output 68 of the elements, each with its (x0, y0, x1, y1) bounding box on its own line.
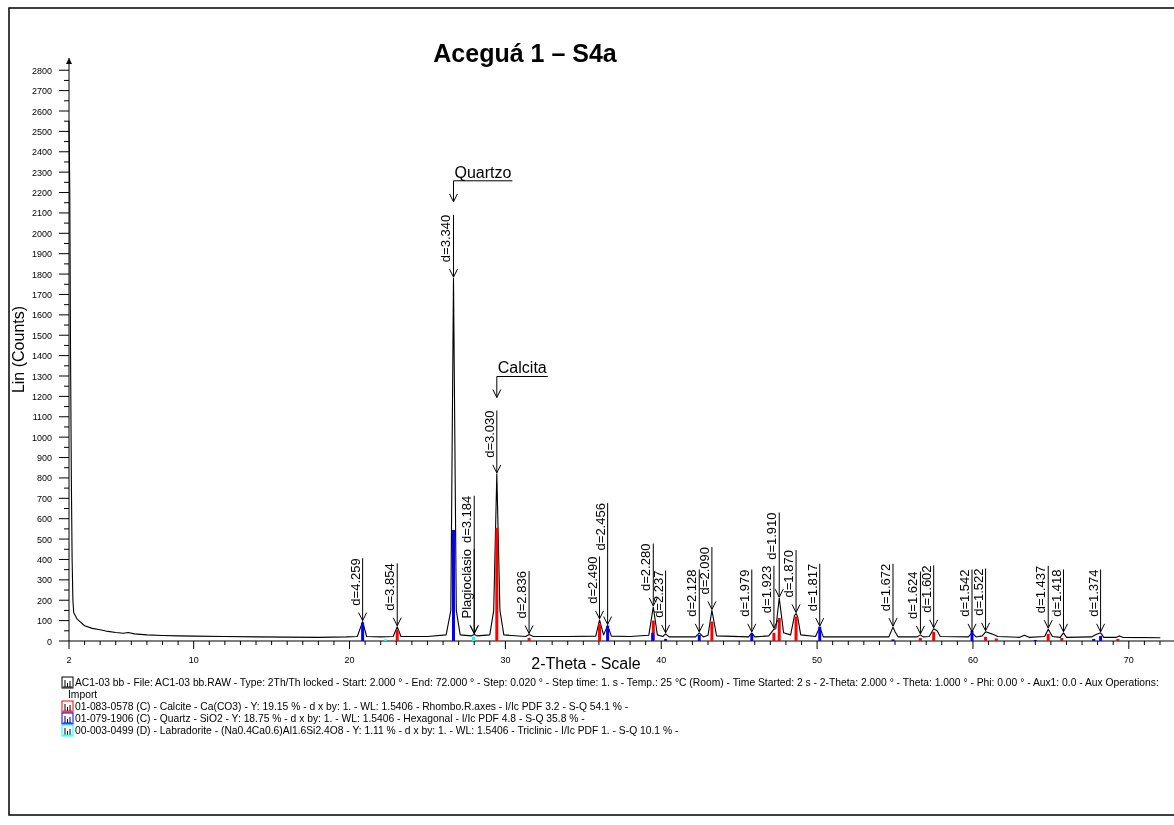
y-tick-label: 1000 (31, 432, 52, 443)
annotation: d=1.910 (764, 512, 780, 560)
annotation: d=2.490 (584, 556, 600, 604)
annotation: d=4.259 (347, 558, 363, 606)
y-tick-label: 1300 (31, 371, 52, 382)
x-axis-title: 2-Theta - Scale (531, 655, 641, 672)
y-tick-label: 300 (36, 575, 52, 586)
chart-title: Aceguá 1 – S4a (433, 39, 618, 67)
annotation: d=1.437 (1033, 565, 1049, 614)
y-tick-label: 1100 (32, 412, 52, 423)
legend-label: 01-079-1906 (C) - Quartz - SiO2 - Y: 18.75 % - d x by: 1. - WL: 1.5406 - Hexagonal - I/Ic PDF 4.8 - S-Q 35.8 % - (75, 713, 585, 724)
annotation: d=1.624 (905, 571, 921, 619)
y-tick-label: 2400 (31, 147, 52, 158)
y-tick-label: 1500 (31, 330, 52, 341)
y-tick-label: 2600 (31, 106, 52, 117)
y-tick-label: 2300 (31, 167, 52, 178)
y-tick-label: 100 (36, 616, 52, 627)
annotation: d=3.184 (459, 495, 475, 544)
y-tick-label: 1600 (31, 310, 52, 321)
y-tick-label: 1200 (31, 391, 52, 402)
y-tick-label: 1700 (31, 289, 52, 300)
x-tick-label: 60 (967, 655, 978, 665)
x-tick-label: 40 (656, 655, 667, 665)
y-tick-label: 900 (36, 453, 52, 464)
annotation: d=3.340 (438, 214, 454, 263)
legend-label: AC1-03 bb - File: AC1-03 bb.RAW - Type: 2Th/Th locked - Start: 2.000 ° - End: 72.000 ° - Step: 0.020 ° - Step time: 1. s - Temp.: 25 °C (Room) - Time Started: 2 s - 2-Theta: 2.000 ° - Theta: 1.000 ° - Phi: 0.00 ° - Aux1: 0.0 - Aux Operations: Import (68, 677, 1159, 700)
x-tick-label: 30 (500, 655, 511, 665)
annotation: d=2.836 (514, 571, 530, 619)
annotation: d=3.854 (382, 563, 398, 611)
y-tick-label: 2700 (31, 86, 52, 97)
y-tick-label: 2800 (31, 65, 52, 76)
y-axis-title: Lin (Counts) (10, 305, 27, 394)
x-tick-label: 2 (66, 655, 72, 665)
annotation: d=1.522 (970, 568, 986, 616)
annotation: d=2.456 (592, 503, 608, 551)
x-tick-label: 20 (344, 655, 355, 665)
annotation: d=1.374 (1085, 569, 1101, 617)
y-tick-label: 2500 (31, 126, 52, 137)
y-tick-label: 200 (36, 595, 52, 606)
y-tick-label: 1400 (31, 351, 52, 362)
y-tick-label: 800 (36, 473, 52, 484)
y-tick-label: 2100 (31, 208, 52, 219)
y-tick-label: 500 (36, 534, 52, 545)
annotation: d=1.870 (781, 550, 797, 598)
annotation: d=3.030 (481, 410, 497, 458)
annotation: d=1.923 (758, 565, 774, 614)
y-tick-label: 700 (36, 493, 52, 504)
y-tick-label: 2000 (31, 228, 52, 239)
y-tick-label: 400 (36, 554, 52, 565)
annotation: d=1.542 (957, 569, 973, 617)
annotation: d=1.979 (736, 569, 752, 617)
x-tick-label: 50 (812, 655, 823, 665)
y-tick-label: 0 (46, 636, 52, 647)
y-tick-label: 600 (36, 514, 52, 525)
y-tick-label: 1900 (31, 249, 52, 260)
annotation: d=1.602 (918, 565, 934, 613)
legend-label: 01-083-0578 (C) - Calcite - Ca(CO3) - Y: 19.15 % - d x by: 1. - WL: 1.5406 - Rhombo.R.axes - I/Ic PDF 3.2 - S-Q 54.1 % - (75, 701, 629, 712)
y-tick-label: 2200 (31, 188, 52, 199)
x-tick-label: 10 (188, 655, 199, 665)
annotation: Calcita (497, 359, 547, 377)
y-tick-label: 1800 (31, 269, 52, 280)
annotation: d=1.418 (1048, 569, 1064, 617)
legend-label: 00-003-0499 (D) - Labradorite - (Na0.4Ca0.6)Al1.6Si2.4O8 - Y: 1.11 % - d x by: 1. - WL: 1.5406 - Triclinic - I/Ic PDF 1. - S-Q 10.1 % - (75, 725, 679, 736)
annotation: d=1.672 (878, 563, 893, 612)
annotation: d=1.817 (804, 563, 820, 612)
annotation: Plagioclásio (459, 549, 475, 619)
annotation: Quartzo (454, 163, 512, 181)
x-tick-label: 70 (1123, 655, 1134, 665)
